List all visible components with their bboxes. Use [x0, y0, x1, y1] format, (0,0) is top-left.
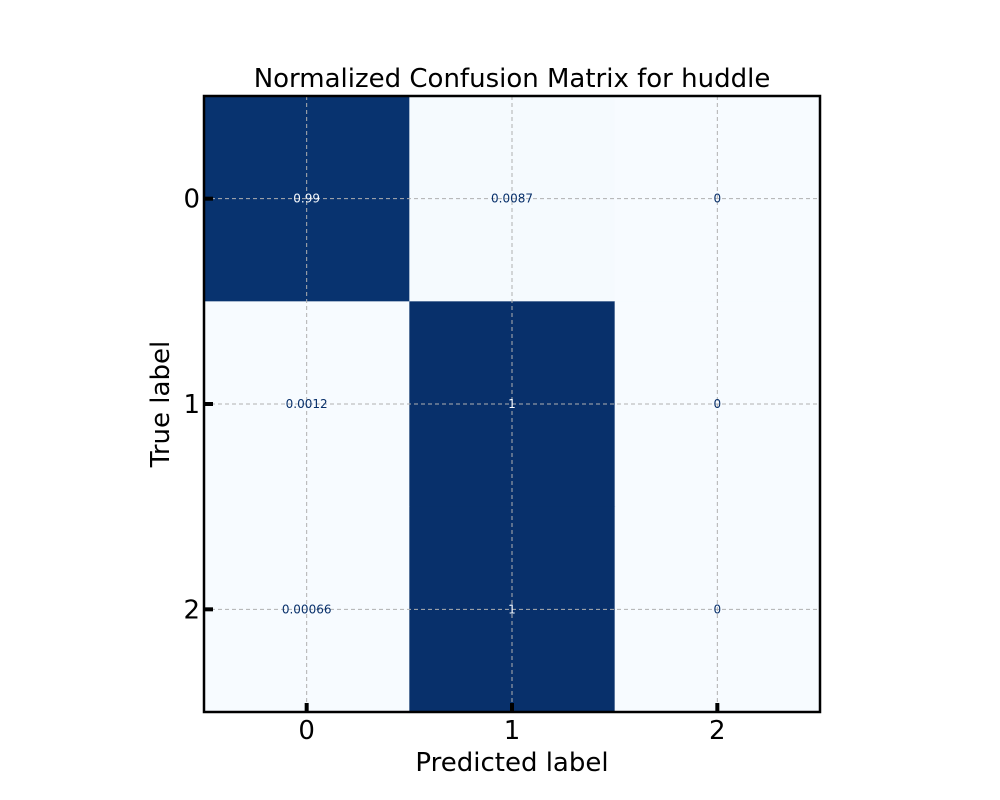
y-axis-label: True label	[146, 341, 176, 468]
y-tick-label-2: 2	[183, 595, 200, 625]
cell-value-label-r1-c0: 0.0012	[286, 397, 328, 411]
y-tick-label-1: 1	[183, 390, 200, 420]
cell-value-label-r1-c2: 0	[714, 397, 722, 411]
cell-value-label-r0-c1: 0.0087	[491, 192, 533, 206]
y-axis-ticks: 0 1 2	[183, 185, 213, 625]
x-tick-label-2: 2	[709, 716, 726, 746]
cell-value-label-r0-c0: 0.99	[293, 192, 320, 206]
cell-value-labels: 0.99 0.0087 0 0.0012 1 0 0.00066 1 0	[282, 192, 721, 617]
cell-value-label-r2-c0: 0.00066	[282, 602, 332, 616]
cell-value-label-r1-c1: 1	[508, 397, 516, 411]
x-tick-label-1: 1	[504, 716, 521, 746]
x-axis-ticks: 0 1 2	[298, 703, 726, 746]
x-tick-label-0: 0	[298, 716, 315, 746]
chart-title: Normalized Confusion Matrix for huddle	[254, 64, 771, 94]
x-axis-label: Predicted label	[415, 748, 608, 778]
cell-value-label-r2-c1: 1	[508, 602, 516, 616]
cell-value-label-r2-c2: 0	[714, 602, 722, 616]
y-tick-label-0: 0	[183, 185, 200, 215]
grid-lines	[204, 96, 820, 712]
cell-value-label-r0-c2: 0	[714, 192, 722, 206]
